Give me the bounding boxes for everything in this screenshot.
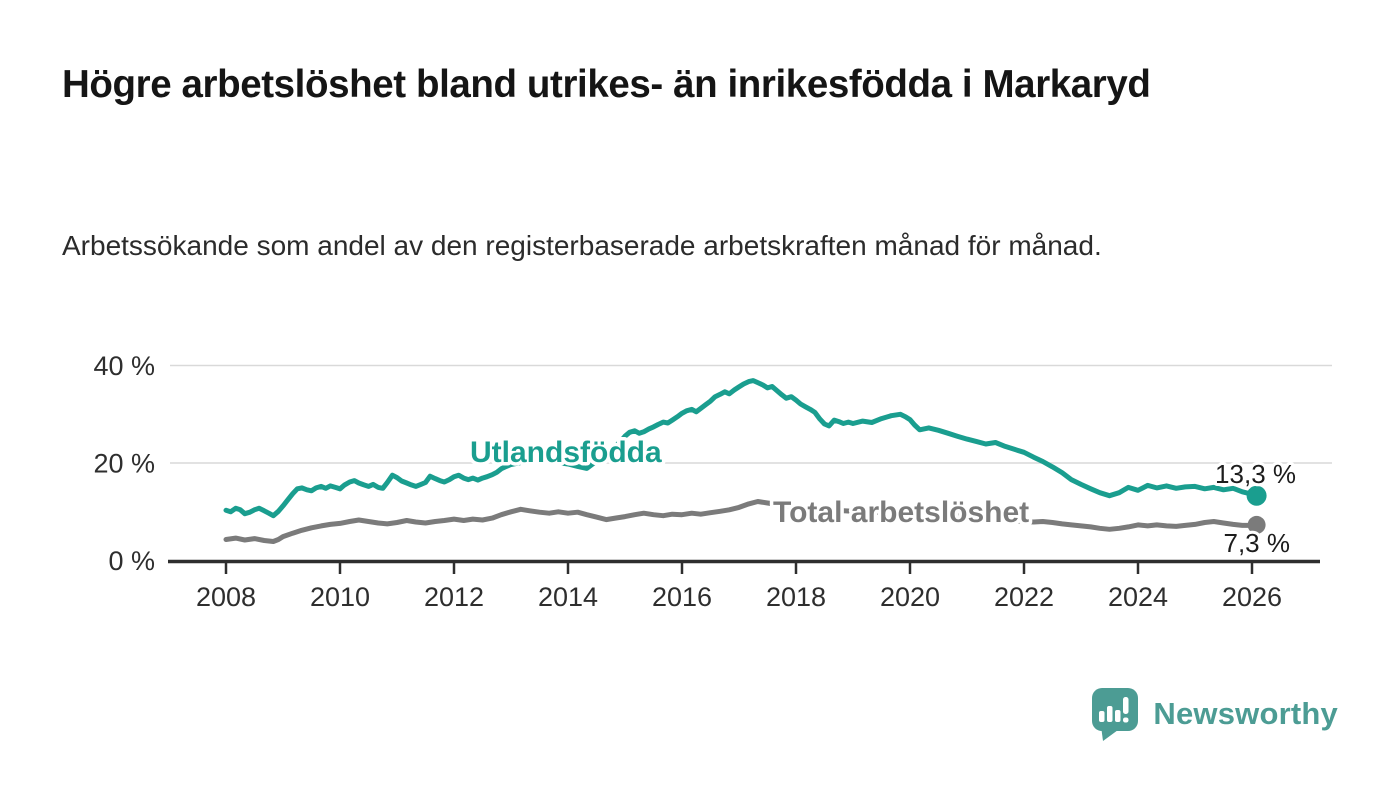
x-tick-label-2016: 2016 (652, 582, 712, 612)
x-tick-label-2012: 2012 (424, 582, 484, 612)
line-chart: 2008 2010 2012 2014 2016 2018 2020 2022 2024 2026… (0, 335, 1400, 635)
series-end-dot-utlandsf-dda (1246, 485, 1267, 506)
end-value-label-utlandsfodda: 13,3 % (1215, 459, 1296, 489)
x-tick-label-2008: 2008 (196, 582, 256, 612)
x-tick-label-2022: 2022 (994, 582, 1054, 612)
logo-bar-1 (1099, 711, 1105, 722)
y-axis-labels: 0 % 20 % 40 % (93, 351, 155, 576)
series-label-total-arbetsloshet: Total arbetslöshet (773, 496, 1029, 529)
series-line-utlandsf-dda (223, 378, 1260, 519)
x-tick-label-2014: 2014 (538, 582, 598, 612)
y-tick-label-40: 40 % (93, 351, 155, 381)
x-tick-label-2010: 2010 (310, 582, 370, 612)
end-value-label-total-arbetsloshet: 7,3 % (1224, 528, 1291, 558)
y-tick-label-20: 20 % (93, 449, 155, 479)
logo-bar-3 (1115, 710, 1121, 722)
chart-subtitle: Arbetssökande som andel av den registerb… (62, 230, 1102, 261)
logo-bar-2 (1107, 706, 1113, 722)
x-tick-label-2018: 2018 (766, 582, 826, 612)
logo-exclamation-dot (1123, 717, 1129, 723)
newsworthy-brand: Newsworthy (1089, 686, 1338, 742)
y-tick-label-0: 0 % (108, 546, 155, 576)
x-tick-label-2026: 2026 (1222, 582, 1282, 612)
series-end-dot-total-arbetsl-shet (1247, 515, 1266, 534)
newsworthy-logo-icon (1092, 688, 1139, 741)
chart-svg: 2008 2010 2012 2014 2016 2018 2020 2022 2024 2026… (93, 351, 1332, 612)
x-tick-label-2024: 2024 (1108, 582, 1168, 612)
series-lines (223, 378, 1267, 544)
axis-ticks (224, 563, 1254, 574)
x-tick-label-2020: 2020 (880, 582, 940, 612)
logo-exclamation-icon (1123, 697, 1129, 714)
x-axis-labels: 2008 2010 2012 2014 2016 2018 2020 2022 2024 2026 (196, 582, 1282, 612)
page-title: Högre arbetslöshet bland utrikes- än inr… (62, 63, 1151, 106)
series-label-utlandsfodda: Utlandsfödda (470, 436, 662, 469)
series-line-total-arbetsl-shet (223, 499, 1260, 544)
brand-name: Newsworthy (1153, 696, 1338, 731)
gridlines (170, 364, 1332, 464)
